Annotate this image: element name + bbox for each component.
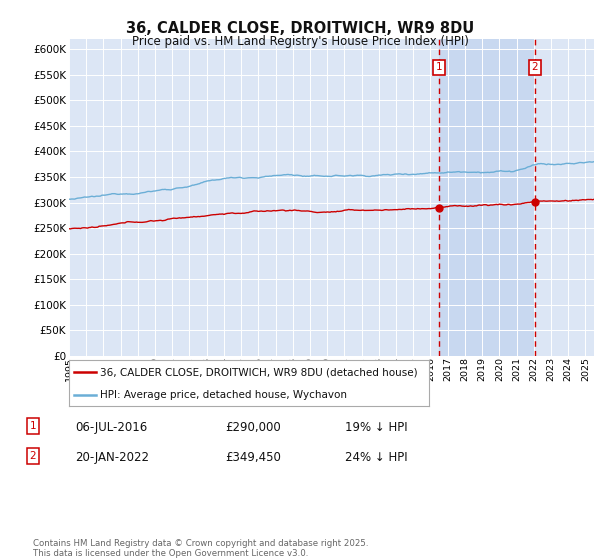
Bar — [439, 39, 535, 356]
Text: Price paid vs. HM Land Registry's House Price Index (HPI): Price paid vs. HM Land Registry's House … — [131, 35, 469, 48]
Text: 2: 2 — [532, 62, 538, 72]
Text: 1: 1 — [436, 62, 443, 72]
Text: HPI: Average price, detached house, Wychavon: HPI: Average price, detached house, Wych… — [100, 390, 347, 399]
Text: Contains HM Land Registry data © Crown copyright and database right 2025.
This d: Contains HM Land Registry data © Crown c… — [33, 539, 368, 558]
Text: 36, CALDER CLOSE, DROITWICH, WR9 8DU (detached house): 36, CALDER CLOSE, DROITWICH, WR9 8DU (de… — [100, 367, 417, 377]
Text: 36, CALDER CLOSE, DROITWICH, WR9 8DU: 36, CALDER CLOSE, DROITWICH, WR9 8DU — [126, 21, 474, 36]
Text: 20-JAN-2022: 20-JAN-2022 — [75, 451, 149, 464]
Text: £349,450: £349,450 — [225, 451, 281, 464]
Text: 1: 1 — [29, 421, 37, 431]
Text: £290,000: £290,000 — [225, 421, 281, 434]
Text: 24% ↓ HPI: 24% ↓ HPI — [345, 451, 407, 464]
Text: 2: 2 — [29, 451, 37, 461]
Text: 19% ↓ HPI: 19% ↓ HPI — [345, 421, 407, 434]
Text: 06-JUL-2016: 06-JUL-2016 — [75, 421, 147, 434]
